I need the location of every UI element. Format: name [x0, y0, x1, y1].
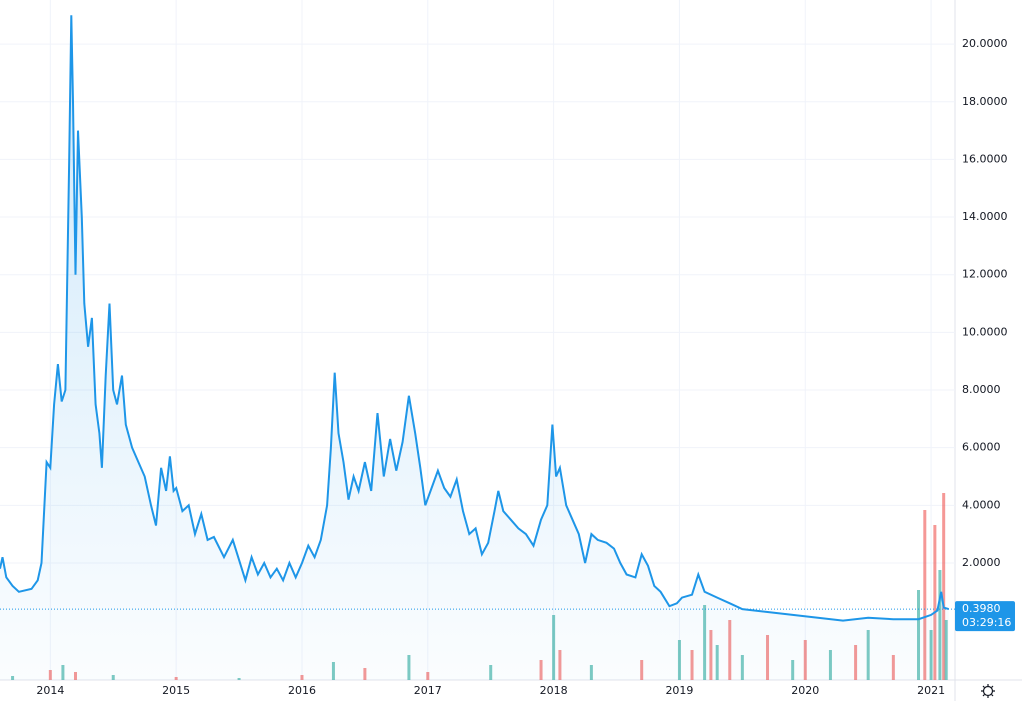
settings-icon[interactable] — [981, 684, 995, 698]
y-tick-label: 6.0000 — [962, 441, 1001, 454]
last-price-box — [955, 601, 1015, 632]
x-tick-label: 2014 — [36, 684, 64, 697]
y-tick-label: 4.0000 — [962, 498, 1001, 511]
x-tick-label: 2015 — [162, 684, 190, 697]
volume-bar — [942, 493, 946, 680]
last-price-label: 0.3980 — [962, 602, 1001, 615]
y-tick-label: 12.0000 — [962, 268, 1008, 281]
x-tick-label: 2020 — [791, 684, 819, 697]
price-line — [0, 15, 949, 622]
x-tick-label: 2016 — [288, 684, 316, 697]
y-tick-label: 20.0000 — [962, 37, 1008, 50]
area — [0, 15, 949, 681]
x-tick-label: 2019 — [665, 684, 693, 697]
x-tick-label: 2018 — [540, 684, 568, 697]
volume-bar — [923, 510, 927, 680]
volume-bar — [933, 525, 937, 680]
y-tick-label: 16.0000 — [962, 152, 1008, 165]
x-tick-label: 2017 — [414, 684, 442, 697]
y-tick-label: 10.0000 — [962, 325, 1008, 338]
countdown-label: 03:29:16 — [962, 616, 1011, 629]
x-tick-label: 2021 — [917, 684, 945, 697]
y-tick-label: 8.0000 — [962, 383, 1001, 396]
y-tick-label: 2.0000 — [962, 556, 1001, 569]
y-tick-label: 18.0000 — [962, 95, 1008, 108]
y-tick-label: 14.0000 — [962, 210, 1008, 223]
